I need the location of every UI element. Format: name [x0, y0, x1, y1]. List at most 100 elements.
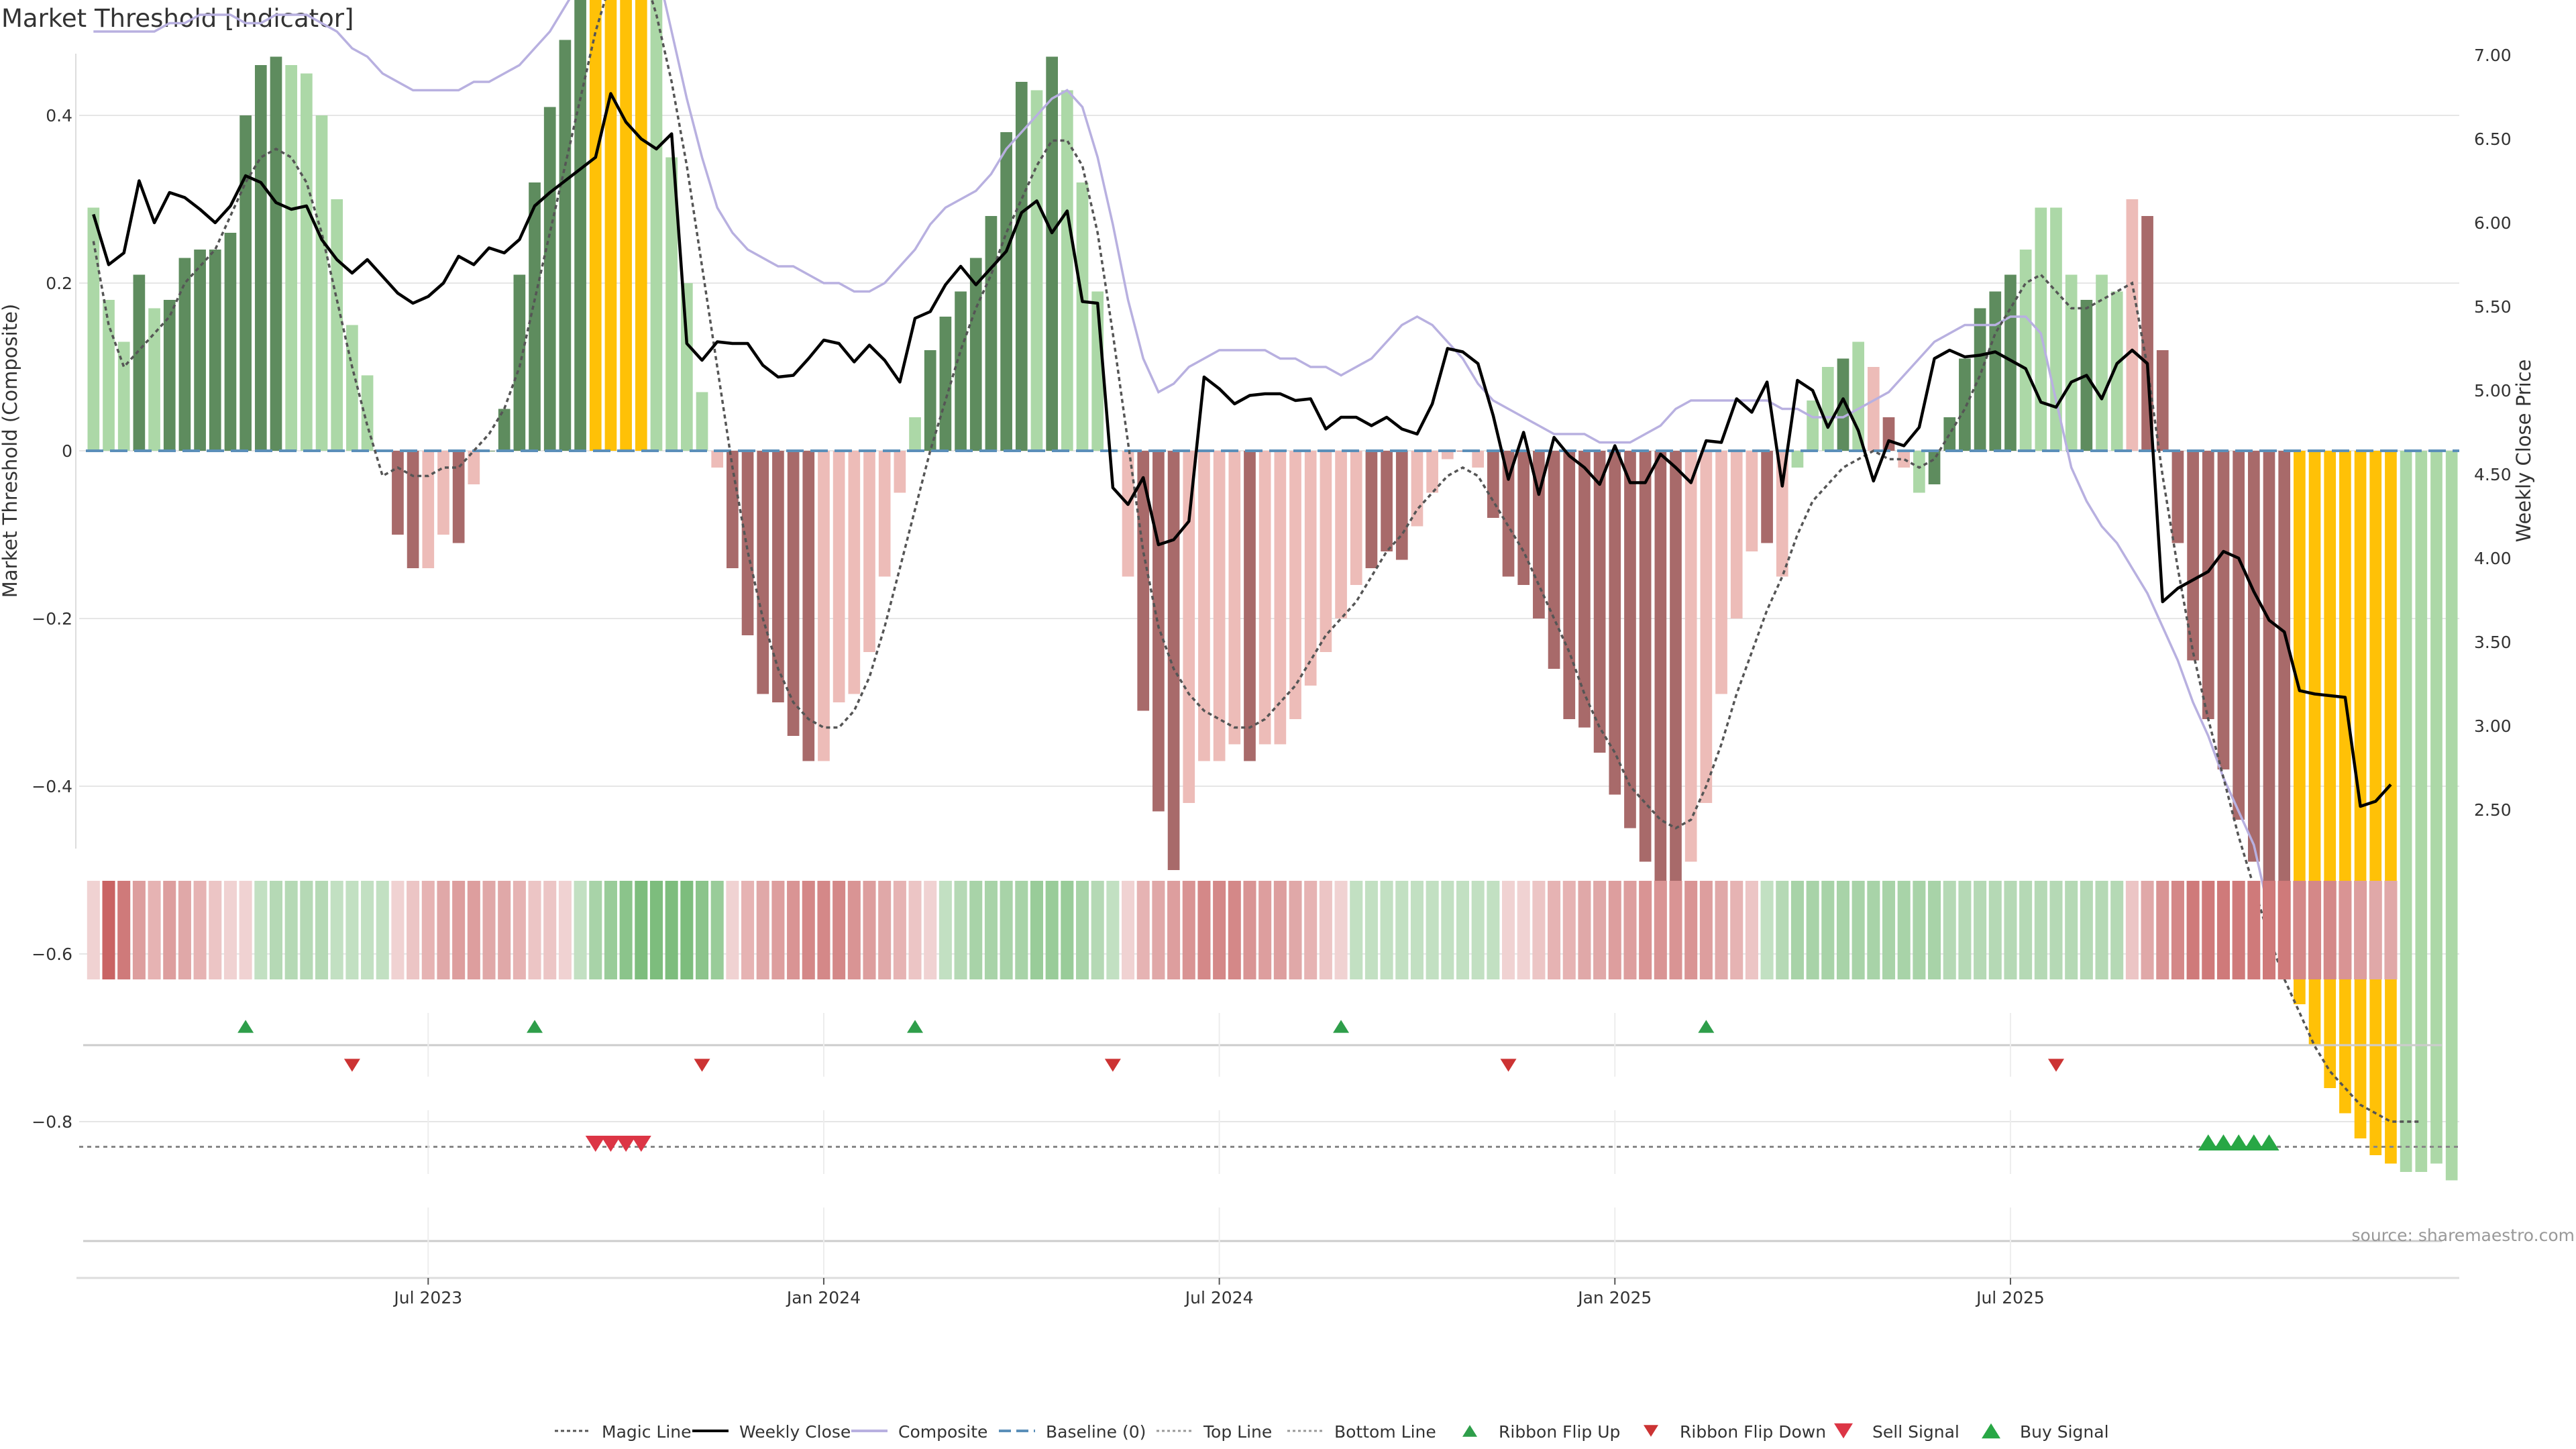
composite-bar: [301, 73, 313, 451]
composite-line: [93, 0, 2271, 912]
composite-bar: [103, 300, 115, 451]
ribbon-cell: [1015, 881, 1028, 979]
composite-bar: [2096, 274, 2108, 451]
ribbon-cell: [2141, 881, 2154, 979]
x-axis: Jul 2023 Jan 2024 Jul 2024 Jan 2025 Jul 2025: [76, 1277, 2459, 1307]
ribbon-cell: [1000, 881, 1013, 979]
ribbon-cell: [2262, 881, 2276, 979]
composite-bar: [498, 409, 511, 451]
ribbon-cell: [695, 881, 709, 979]
ribbon-cell: [2216, 881, 2230, 979]
composite-bar: [2430, 451, 2443, 1164]
ribbon-cell: [1715, 881, 1728, 979]
sell-signal-marker: [616, 1136, 637, 1152]
chart-title: Market Threshold [Indicator]: [1, 4, 354, 33]
weekly-close-line: [92, 92, 2392, 808]
ribbon-cell: [771, 881, 785, 979]
composite-bar: [437, 451, 449, 535]
composite-bar: [2247, 451, 2260, 862]
composite-bar: [1274, 451, 1287, 745]
composite-bar: [117, 341, 130, 451]
composite-bar: [1943, 417, 1956, 451]
ribbon-cell: [1532, 881, 1546, 979]
ribbon-cell: [330, 881, 343, 979]
legend-label: Baseline (0): [1046, 1422, 1146, 1442]
ribbon-cell: [300, 881, 313, 979]
composite-bars: [87, 0, 2458, 1181]
left-tick-label: −0.2: [32, 609, 72, 629]
ribbon-cell: [1258, 881, 1272, 979]
composite-bar: [194, 250, 206, 451]
composite-bar: [1837, 358, 1849, 451]
right-tick-label: 7.00: [2474, 46, 2512, 65]
ribbon-cell: [452, 881, 466, 979]
composite-bar: [1000, 132, 1012, 451]
composite-bar: [1395, 451, 1408, 560]
ribbon-cell: [148, 881, 161, 979]
composite-bar: [2400, 451, 2412, 1172]
composite-bar: [1137, 451, 1150, 711]
composite-bar: [757, 451, 769, 694]
ribbon-cell: [1548, 881, 1561, 979]
composite-bar: [1030, 90, 1043, 451]
left-tick-label: 0: [62, 441, 72, 461]
ribbon-cell: [2308, 881, 2322, 979]
source-note: source: sharemaestro.com: [2352, 1226, 2575, 1245]
chart-legend: Magic Line Weekly Close Composite Baseline …: [555, 1422, 2109, 1442]
ribbon-cell: [391, 881, 405, 979]
ribbon-cell: [345, 881, 359, 979]
composite-bar: [148, 308, 160, 451]
ribbon-cell: [1882, 881, 1896, 979]
right-tick-label: 5.00: [2474, 381, 2512, 400]
composite-bar: [650, 0, 663, 451]
ribbon-cell: [1410, 881, 1424, 979]
composite-bar: [2171, 451, 2184, 543]
ribbon-cell: [2034, 881, 2047, 979]
ribbon-cell: [528, 881, 541, 979]
composite-bar: [1624, 451, 1636, 828]
composite-bar: [2263, 451, 2275, 904]
composite-bar: [315, 115, 328, 451]
composite-bar: [392, 451, 404, 535]
ribbon-cell: [1639, 881, 1652, 979]
ribbon-cell: [2186, 881, 2200, 979]
composite-bar: [270, 56, 282, 451]
ribbon-cell: [2110, 881, 2124, 979]
composite-bar: [1487, 451, 1499, 518]
composite-bar: [1441, 451, 1454, 460]
ribbon-cell: [1928, 881, 1941, 979]
ribbon-cell: [87, 881, 100, 979]
ribbon-cell: [604, 881, 617, 979]
composite-bar: [1213, 451, 1226, 761]
composite-bar: [604, 0, 617, 451]
composite-bar: [87, 207, 100, 451]
ribbon-cell: [863, 881, 876, 979]
magic-line: [92, 0, 2422, 1123]
composite-bar: [848, 451, 861, 694]
composite-bar: [969, 258, 982, 451]
x-tick-label: Jan 2024: [786, 1288, 861, 1307]
left-tick-label: −0.8: [32, 1112, 72, 1132]
ribbon-cell: [407, 881, 420, 979]
ribbon-cell: [1456, 881, 1470, 979]
ribbon-cell: [2202, 881, 2215, 979]
ribbon-strip: [87, 881, 2398, 979]
composite-bar: [787, 451, 800, 736]
composite-bar: [741, 451, 754, 635]
composite-bar: [680, 283, 693, 451]
ribbon-cell: [574, 881, 587, 979]
ribbon-cell: [2065, 881, 2078, 979]
ribbon-cell: [2232, 881, 2245, 979]
composite-bar: [924, 350, 936, 451]
composite-bar: [1517, 451, 1530, 585]
ribbon-cell: [2049, 881, 2063, 979]
ribbon-cell: [1364, 881, 1378, 979]
lines-layer: [79, 0, 2459, 1148]
ribbon-cell: [1106, 881, 1120, 979]
ribbon-cell: [1608, 881, 1621, 979]
ribbon-cell: [2156, 881, 2169, 979]
composite-bar: [285, 65, 298, 451]
composite-bar: [2354, 451, 2367, 1138]
composite-bar: [452, 451, 465, 543]
composite-bar: [224, 233, 237, 451]
